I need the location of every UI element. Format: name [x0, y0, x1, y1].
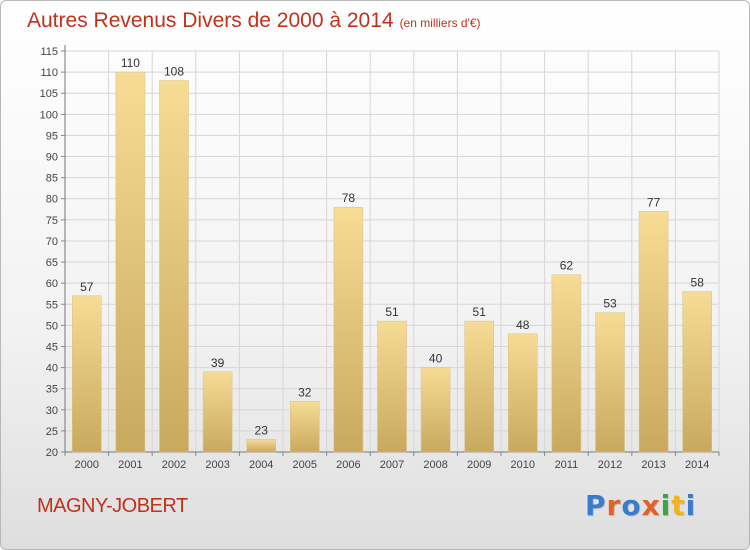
commune-name: MAGNY-JOBERT	[37, 495, 188, 517]
chart-title-text: Autres Revenus Divers de 2000 à 2014	[27, 9, 394, 32]
bar-2013	[638, 211, 669, 453]
logo-letter: t	[671, 489, 686, 522]
x-tick-label: 2012	[598, 459, 622, 471]
bar-2014	[682, 291, 712, 453]
y-tick-label: 50	[46, 320, 58, 332]
y-tick-label: 105	[40, 88, 58, 100]
bar-2002	[159, 80, 189, 453]
bar-2000	[72, 295, 102, 453]
proxiti-logo: Proxiti	[585, 489, 696, 522]
bar-2004	[246, 439, 276, 453]
bars	[72, 71, 712, 453]
chart-title-unit: (en milliers d'€)	[399, 16, 481, 30]
logo-letter: x	[641, 489, 661, 522]
x-tick-label: 2014	[685, 459, 709, 471]
y-tick-label: 85	[46, 173, 58, 185]
y-tick-label: 40	[46, 363, 58, 375]
x-tick-label: 2010	[511, 459, 535, 471]
bar-2011	[551, 274, 582, 453]
logo-letter: r	[606, 489, 622, 522]
bar-value-label: 110	[121, 56, 140, 70]
bar-value-label: 32	[298, 385, 312, 399]
bar-value-label: 51	[473, 305, 487, 319]
bar-value-label: 51	[385, 305, 399, 319]
bar-value-label: 77	[647, 195, 661, 209]
bar-2007	[377, 320, 407, 453]
bar-2006	[333, 206, 364, 453]
y-tick-label: 110	[40, 67, 58, 79]
bar-value-label: 62	[560, 259, 574, 273]
y-tick-label: 90	[46, 152, 58, 164]
bar-value-label: 108	[164, 65, 184, 79]
bar-value-label: 53	[603, 297, 617, 311]
bar-value-label: 58	[691, 276, 705, 290]
x-tick-label: 2006	[336, 459, 360, 471]
x-tick-label: 2007	[380, 459, 404, 471]
y-tick-label: 70	[46, 236, 58, 248]
bar-value-label: 48	[516, 318, 530, 332]
chart-title: Autres Revenus Divers de 2000 à 2014 (en …	[27, 9, 481, 33]
logo-letter: P	[585, 489, 607, 522]
y-tick-label: 100	[40, 109, 58, 121]
y-tick-label: 25	[46, 426, 58, 438]
x-tick-label: 2000	[75, 459, 99, 471]
x-tick-label: 2004	[249, 459, 273, 471]
bar-2003	[202, 371, 233, 453]
bar-2009	[464, 320, 494, 453]
bar-2010	[508, 333, 538, 453]
bar-value-label: 78	[342, 191, 356, 205]
x-tick-label: 2011	[555, 459, 579, 471]
x-tick-label: 2002	[162, 459, 186, 471]
x-tick-label: 2009	[467, 459, 491, 471]
logo-letter: i	[685, 489, 697, 522]
logo-letter: i	[660, 489, 672, 522]
x-tick-label: 2003	[205, 459, 229, 471]
bar-2001	[115, 71, 146, 453]
bar-value-label: 23	[255, 423, 269, 437]
y-tick-label: 65	[46, 257, 58, 269]
y-tick-label: 75	[46, 215, 58, 227]
bar-2005	[290, 401, 320, 453]
x-tick-label: 2001	[118, 459, 142, 471]
x-tick-label: 2005	[293, 459, 317, 471]
y-tick-label: 30	[46, 405, 58, 417]
bar-2012	[595, 312, 625, 453]
x-tick-label: 2008	[423, 459, 447, 471]
bar-2008	[420, 367, 451, 453]
logo-letter: o	[621, 489, 642, 522]
y-tick-label: 115	[40, 46, 58, 58]
bar-value-label: 40	[429, 352, 443, 366]
bar-value-label: 57	[80, 280, 94, 294]
y-tick-label: 55	[46, 299, 58, 311]
y-tick-label: 60	[46, 278, 58, 290]
y-tick-label: 20	[46, 447, 58, 459]
y-tick-label: 80	[46, 194, 58, 206]
bar-value-label: 39	[211, 356, 225, 370]
y-tick-label: 35	[46, 384, 58, 396]
y-tick-label: 45	[46, 341, 58, 353]
x-tick-label: 2013	[641, 459, 665, 471]
y-tick-label: 95	[46, 130, 58, 142]
labels: 20 25 30 35 40 45 50 55 60 65 70 75 80 85 90 95 100 105 11…	[40, 46, 710, 471]
